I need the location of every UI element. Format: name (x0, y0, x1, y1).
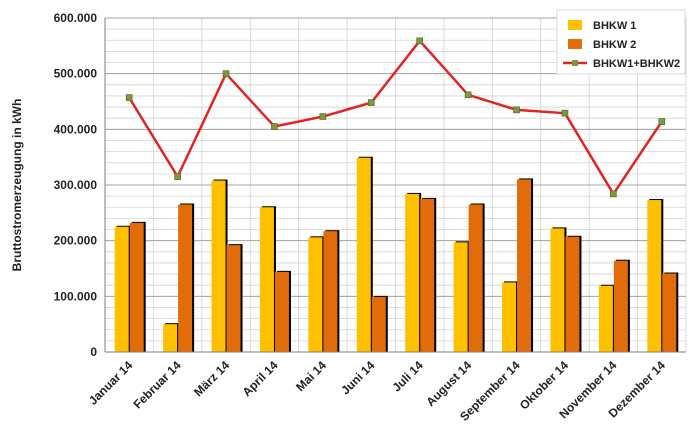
bar (420, 198, 435, 352)
line-marker (416, 37, 424, 45)
bar (613, 260, 628, 352)
x-tick-label: August 14 (423, 358, 474, 409)
legend-label: BHKW 2 (593, 39, 636, 51)
y-tick-label: 600.000 (54, 11, 98, 25)
line-marker (271, 123, 278, 130)
bar (565, 236, 580, 352)
bar (274, 271, 289, 352)
y-tick-label: 300.000 (54, 178, 98, 192)
bar (405, 193, 420, 352)
line-marker (610, 190, 617, 198)
x-tick-label: April 14 (240, 358, 281, 399)
line-marker (561, 109, 569, 117)
line-marker (658, 118, 666, 125)
bar (647, 200, 662, 352)
bar (517, 179, 532, 352)
x-tick-label: März 14 (191, 358, 232, 399)
y-tick-label: 400.000 (54, 122, 98, 136)
bar (502, 282, 517, 352)
line-marker (319, 113, 327, 120)
x-tick-label: Februar 14 (130, 358, 184, 412)
bar (356, 157, 371, 352)
bar (323, 231, 338, 352)
bar (178, 204, 193, 352)
line-marker (222, 70, 230, 77)
series-line (128, 39, 663, 196)
bar (371, 296, 386, 352)
line-marker (464, 91, 472, 99)
bar (226, 245, 241, 352)
bar (598, 285, 613, 352)
bar (453, 242, 468, 352)
x-tick-label: Januar 14 (86, 358, 136, 408)
bar (211, 180, 226, 352)
y-tick-label: 200.000 (54, 234, 98, 248)
line-marker (367, 99, 375, 106)
bar (308, 237, 323, 352)
line-marker (513, 106, 520, 114)
y-tick-label: 500.000 (54, 67, 98, 81)
y-axis-title: Bruttostromerzeugung in kWh (10, 99, 24, 272)
bar (114, 226, 129, 352)
legend-swatch (568, 39, 582, 49)
bar (259, 207, 274, 352)
y-tick-label: 0 (90, 345, 97, 359)
legend-swatch (568, 20, 582, 30)
bar (662, 273, 677, 352)
line-marker (174, 173, 181, 180)
bar (550, 228, 565, 352)
y-tick-label: 100.000 (54, 289, 98, 303)
bar (129, 222, 144, 352)
bar (468, 204, 483, 352)
x-tick-label: Mai 14 (293, 358, 329, 394)
x-tick-label: Juli 14 (390, 358, 427, 395)
line-marker (125, 94, 133, 101)
bar (163, 324, 178, 352)
legend-marker (572, 60, 578, 66)
legend-label: BHKW 1 (593, 20, 636, 32)
x-tick-label: Juni 14 (338, 358, 377, 397)
legend-label: BHKW1+BHKW2 (593, 58, 680, 70)
